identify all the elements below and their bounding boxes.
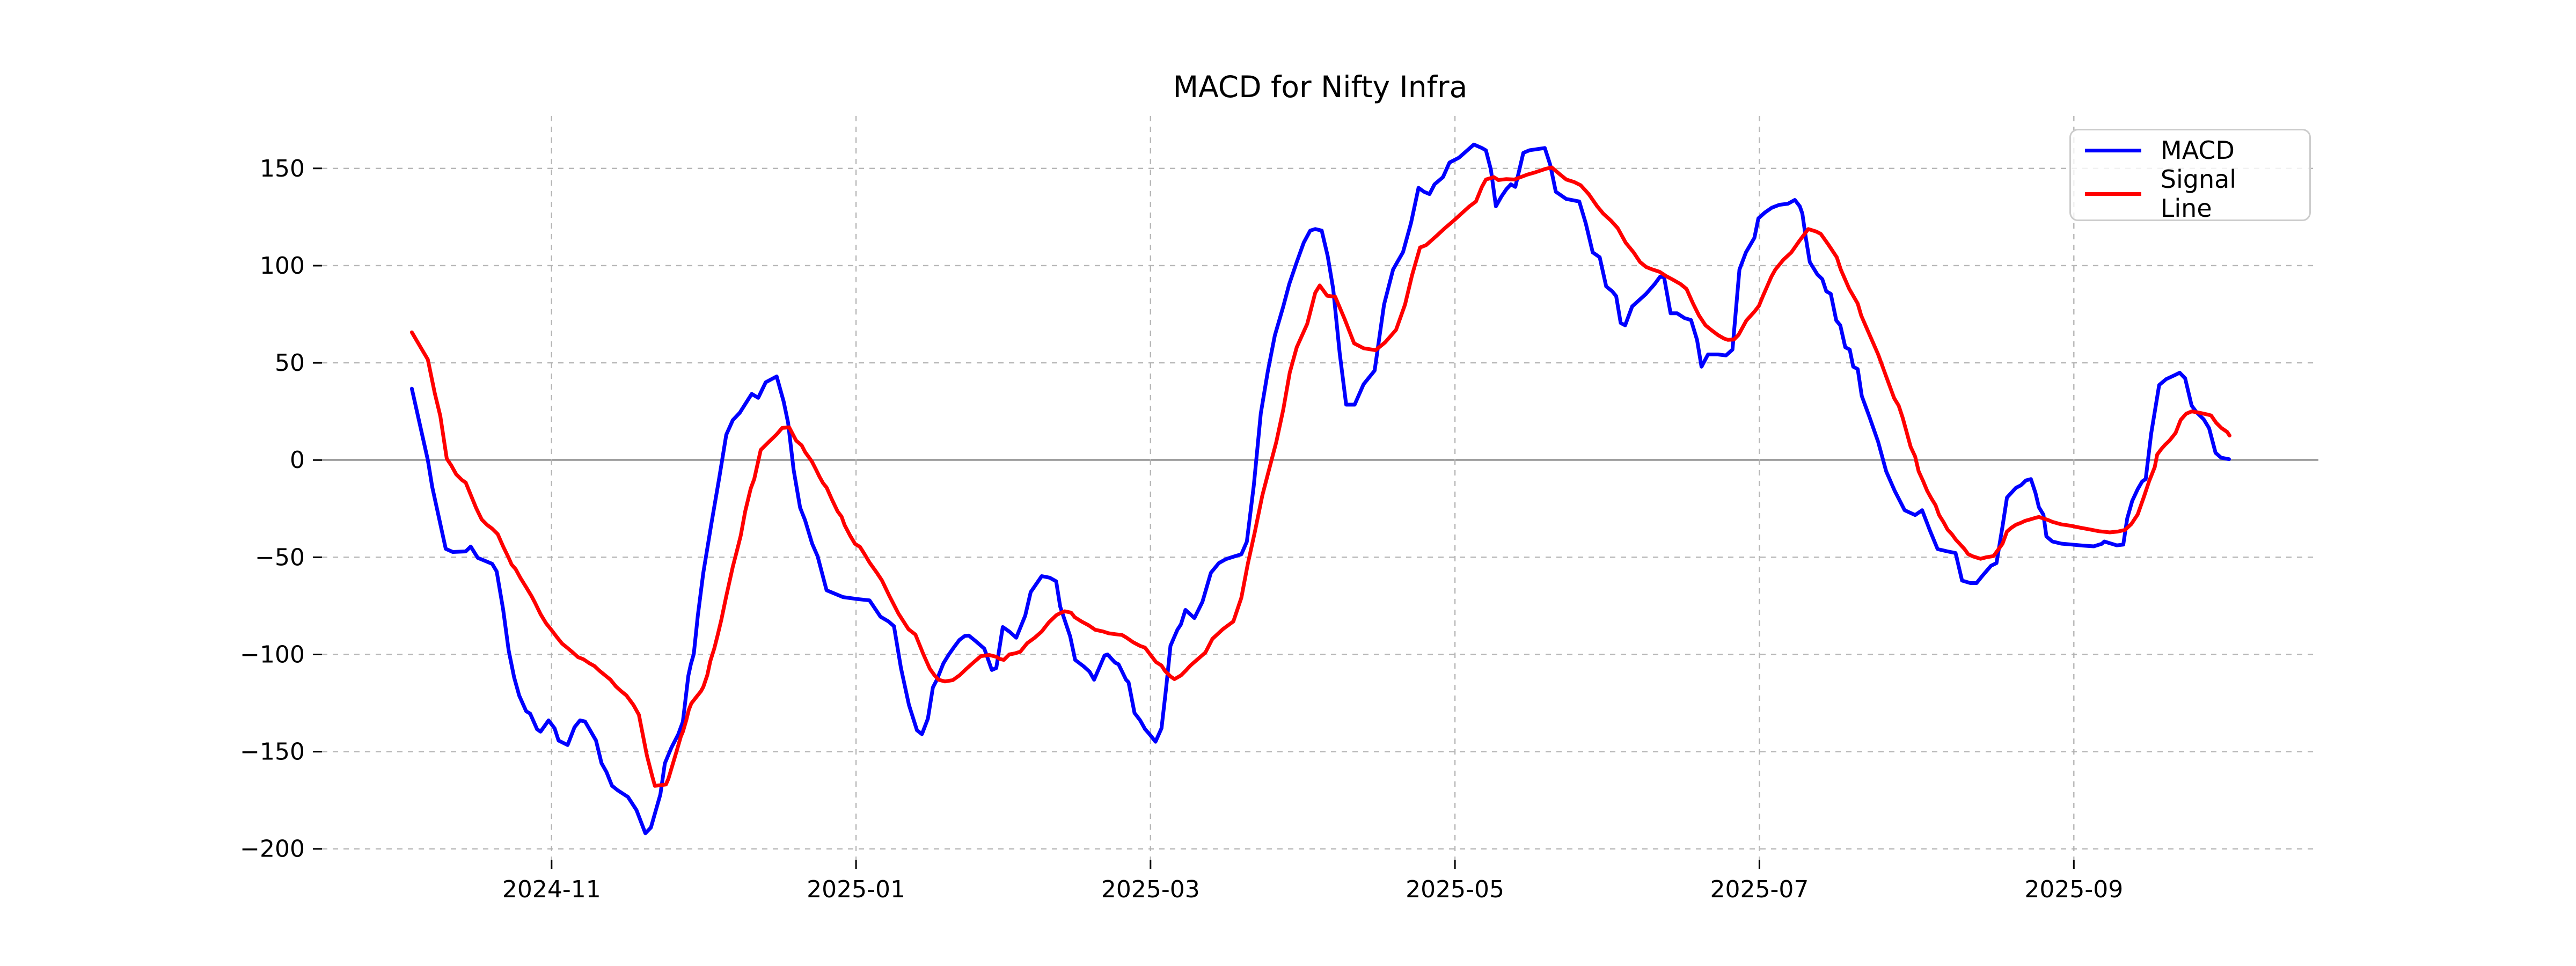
y-tick-label: −150 — [240, 738, 305, 766]
axis-tick-labels: 150 100 50 0 −50 −100 −150 −200 2024-11 2025-01 20… — [240, 155, 2123, 903]
x-tick-label: 2025-09 — [2024, 876, 2123, 903]
y-tick-label: 150 — [260, 155, 305, 182]
legend: MACD Signal Line — [2069, 129, 2311, 223]
legend-label-signal: Signal Line — [2160, 165, 2237, 223]
x-tick-label: 2025-07 — [1710, 876, 1809, 903]
y-tick-label: −200 — [240, 836, 305, 863]
signal-line-swatch-icon — [2085, 192, 2141, 196]
y-tick-label: 100 — [260, 252, 305, 280]
x-tick-label: 2024-11 — [502, 876, 601, 903]
chart-title: MACD for Nifty Infra — [1173, 70, 1468, 104]
y-tick-label: 0 — [290, 447, 305, 474]
x-tick-label: 2025-03 — [1101, 876, 1200, 903]
x-tick-label: 2025-01 — [807, 876, 905, 903]
macd-line-swatch-icon — [2085, 148, 2141, 152]
legend-label-macd: MACD — [2161, 136, 2235, 165]
axis-ticks — [313, 167, 2075, 869]
data-series — [409, 142, 2231, 836]
gridlines — [322, 116, 2318, 860]
macd-line — [409, 142, 2231, 836]
y-tick-label: −100 — [240, 641, 305, 668]
x-tick-label: 2025-05 — [1406, 876, 1504, 903]
y-tick-label: 50 — [275, 349, 305, 377]
legend-item-signal: Signal Line — [2085, 165, 2295, 223]
y-tick-label: −50 — [255, 544, 305, 571]
signal-line — [409, 165, 2231, 788]
legend-item-macd: MACD — [2085, 136, 2295, 165]
